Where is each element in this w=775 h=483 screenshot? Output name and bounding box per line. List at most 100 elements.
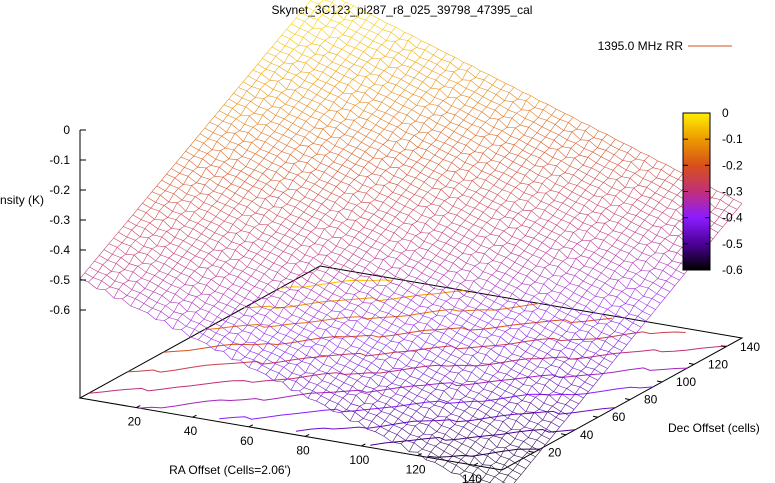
mesh-segment <box>359 151 366 159</box>
mesh-segment <box>292 63 302 73</box>
mesh-segment <box>648 229 657 236</box>
mesh-segment <box>568 174 574 184</box>
mesh-segment <box>186 326 195 330</box>
mesh-segment <box>227 232 237 234</box>
mesh-segment <box>563 240 569 248</box>
mesh-segment <box>370 73 380 76</box>
mesh-segment <box>580 313 590 316</box>
mesh-segment <box>139 228 146 237</box>
mesh-segment <box>425 398 435 406</box>
mesh-segment <box>534 157 540 166</box>
mesh-segment <box>326 314 336 321</box>
mesh-segment <box>483 328 493 336</box>
mesh-segment <box>406 249 415 251</box>
mesh-segment <box>190 260 200 268</box>
mesh-segment <box>418 315 424 323</box>
mesh-segment <box>658 253 665 262</box>
mesh-segment <box>231 123 240 131</box>
mesh-segment <box>420 232 430 234</box>
mesh-segment <box>388 175 395 183</box>
mesh-segment <box>714 222 723 228</box>
mesh-segment <box>480 297 487 304</box>
mesh-segment <box>628 247 635 254</box>
mesh-segment <box>299 196 306 202</box>
mesh-segment <box>466 205 475 209</box>
mesh-segment <box>197 158 203 168</box>
mesh-segment <box>591 279 597 286</box>
mesh-segment <box>373 214 383 220</box>
mesh-segment <box>179 167 185 174</box>
mesh-segment <box>178 299 184 304</box>
mesh-segment <box>579 386 589 392</box>
mesh-segment <box>552 405 561 412</box>
mesh-segment <box>186 302 193 312</box>
mesh-segment <box>297 345 304 350</box>
mesh-segment <box>489 476 495 483</box>
mesh-segment <box>266 358 276 364</box>
mesh-segment <box>281 341 290 347</box>
mesh-segment <box>259 141 266 150</box>
mesh-segment <box>566 157 575 159</box>
mesh-segment <box>525 351 535 356</box>
mesh-segment <box>271 40 278 48</box>
mesh-segment <box>330 320 336 327</box>
mesh-segment <box>335 262 344 266</box>
mesh-segment <box>526 154 532 160</box>
mesh-segment <box>573 174 582 181</box>
mesh-segment <box>467 473 474 483</box>
mesh-segment <box>279 351 286 358</box>
mesh-segment <box>305 6 315 12</box>
mesh-segment <box>640 152 650 156</box>
mesh-segment <box>148 291 154 298</box>
mesh-segment <box>490 408 500 413</box>
mesh-segment <box>585 130 594 138</box>
mesh-segment <box>249 232 259 240</box>
mesh-segment <box>515 182 521 188</box>
mesh-segment <box>276 347 286 353</box>
mesh-segment <box>331 362 337 368</box>
mesh-segment <box>488 375 494 382</box>
mesh-segment <box>283 54 290 64</box>
mesh-segment <box>489 109 496 119</box>
mesh-segment <box>341 234 347 239</box>
mesh-segment <box>404 258 411 266</box>
mesh-segment <box>477 467 487 475</box>
mesh-segment <box>533 117 539 123</box>
mesh-segment <box>567 373 577 377</box>
mesh-segment <box>499 472 509 476</box>
mesh-segment <box>576 313 582 319</box>
mesh-segment <box>329 86 335 94</box>
mesh-segment <box>593 187 599 196</box>
mesh-segment <box>512 155 519 162</box>
mesh-segment <box>291 249 297 255</box>
mesh-segment <box>184 225 194 230</box>
mesh-segment <box>341 108 351 111</box>
mesh-segment <box>351 37 361 43</box>
mesh-segment <box>575 255 581 259</box>
mesh-segment <box>455 114 464 121</box>
mesh-segment <box>381 350 390 358</box>
mesh-segment <box>637 259 646 262</box>
mesh-segment <box>432 179 438 189</box>
mesh-segment <box>497 305 503 312</box>
mesh-segment <box>591 225 601 232</box>
mesh-segment <box>532 308 538 312</box>
mesh-segment <box>479 87 488 91</box>
mesh-segment <box>473 224 483 229</box>
mesh-segment <box>352 131 358 138</box>
mesh-segment <box>250 275 260 281</box>
mesh-segment <box>259 83 266 90</box>
mesh-segment <box>150 260 156 265</box>
mesh-segment <box>381 156 387 160</box>
mesh-segment <box>390 333 396 342</box>
mesh-segment <box>335 372 341 379</box>
mesh-segment <box>156 185 166 192</box>
mesh-segment <box>448 439 454 445</box>
mesh-segment <box>181 193 188 201</box>
mesh-segment <box>345 59 355 65</box>
mesh-segment <box>417 395 427 400</box>
mesh-segment <box>234 187 241 194</box>
mesh-segment <box>489 419 495 425</box>
mesh-segment <box>461 269 471 272</box>
mesh-segment <box>655 252 664 254</box>
